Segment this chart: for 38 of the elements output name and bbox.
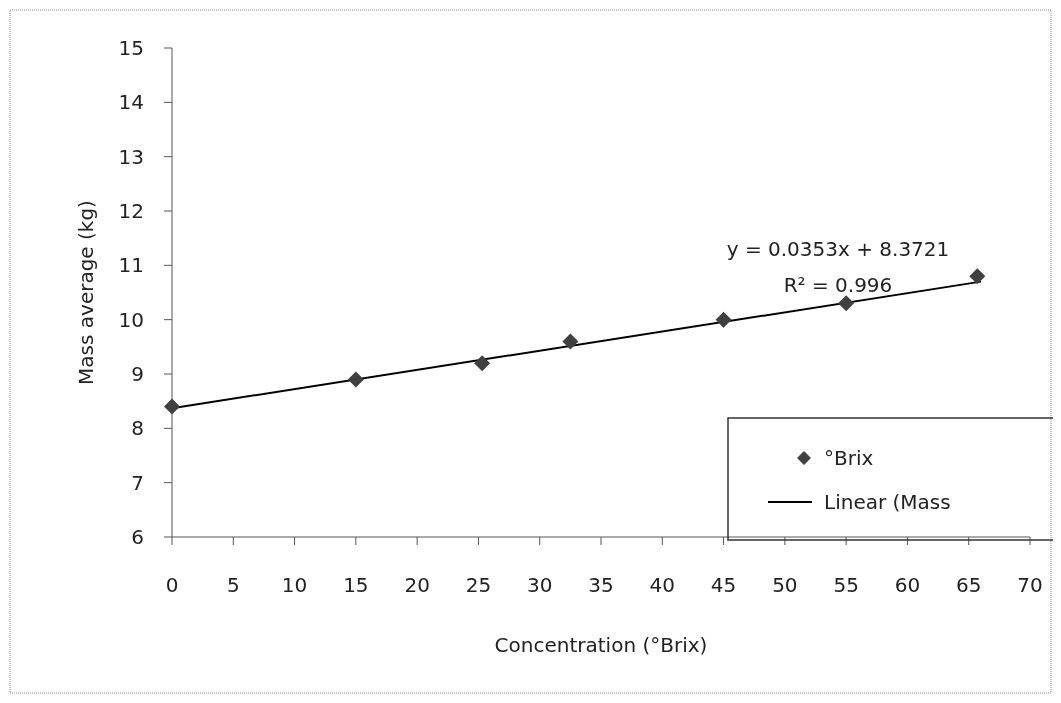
y-tick-label: 8 <box>131 416 144 441</box>
x-tick-label: 5 <box>226 573 240 597</box>
y-tick-label: 7 <box>131 470 144 495</box>
x-tick-label: 60 <box>894 573 921 597</box>
x-tick-label: 25 <box>465 573 492 597</box>
point <box>715 311 732 328</box>
y-tick-label: 12 <box>118 199 144 223</box>
legend-label: °Brix <box>824 446 874 470</box>
annotation: y = 0.0353x + 8.3721 <box>726 237 950 261</box>
y-tick-label: 10 <box>118 307 144 332</box>
y-tick-label: 11 <box>118 253 144 278</box>
x-tick-label: 35 <box>588 573 614 597</box>
point <box>347 371 364 388</box>
x-tick-label: 50 <box>772 573 798 597</box>
x-tick-label: 55 <box>833 573 859 597</box>
y-axis-title: Mass average (kg) <box>74 200 98 385</box>
y-tick-label: 6 <box>131 525 144 549</box>
x-tick-label: 45 <box>710 573 737 597</box>
x-tick-label: 15 <box>343 573 369 597</box>
y-tick-label: 9 <box>131 362 144 386</box>
x-tick-label: 0 <box>165 573 179 597</box>
point <box>562 333 579 350</box>
annotation: R² = 0.996 <box>783 273 893 297</box>
x-tick-label: 65 <box>955 573 982 597</box>
x-tick-label: 10 <box>281 573 308 597</box>
x-tick-label: 20 <box>404 573 430 597</box>
x-tick-label: 70 <box>1017 573 1043 597</box>
x-tick-label: 40 <box>649 573 676 597</box>
y-tick-label: 15 <box>118 36 144 60</box>
point <box>838 295 855 312</box>
point <box>969 268 986 285</box>
y-tick-label: 13 <box>118 144 144 169</box>
point <box>164 398 180 415</box>
x-tick-label: 30 <box>526 573 553 597</box>
x-axis-title: Concentration (°Brix) <box>494 633 708 657</box>
y-tick-label: 14 <box>118 90 144 115</box>
legend-label: Linear (Mass <box>824 490 951 514</box>
point <box>474 355 491 372</box>
